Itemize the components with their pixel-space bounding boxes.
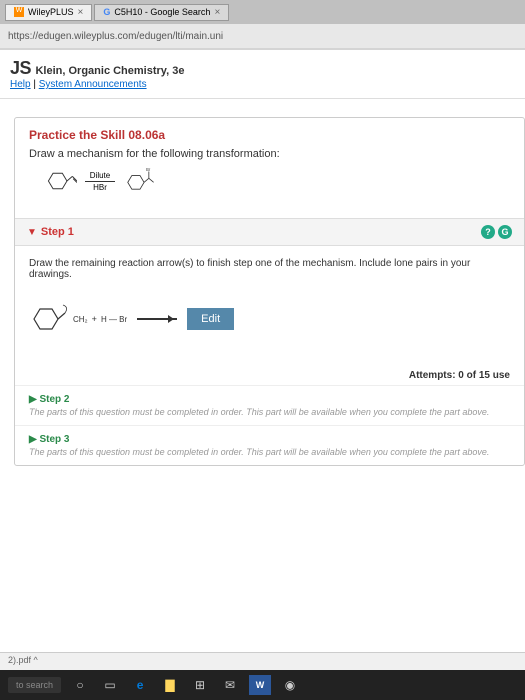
step2-text: The parts of this question must be compl… bbox=[29, 407, 510, 417]
attempts-counter: Attempts: 0 of 15 use bbox=[15, 366, 524, 385]
mechanism-structure: CH₂ + H — Br bbox=[29, 302, 127, 336]
mechanism-area: CH₂ + H — Br Edit bbox=[29, 294, 510, 354]
tab-wileyplus[interactable]: W WileyPLUS × bbox=[5, 4, 92, 21]
edit-button[interactable]: Edit bbox=[187, 308, 234, 330]
tab-favicon: G bbox=[103, 7, 110, 17]
step1-bar[interactable]: ▼Step 1 ? G bbox=[15, 218, 524, 246]
cortana-icon[interactable]: ○ bbox=[69, 675, 91, 695]
triangle-right-icon: ▶ bbox=[29, 434, 39, 445]
tab-favicon: W bbox=[14, 7, 24, 17]
reaction-arrow-icon bbox=[137, 318, 177, 320]
step1-instruction: Draw the remaining reaction arrow(s) to … bbox=[29, 258, 510, 280]
g-icon[interactable]: G bbox=[498, 225, 512, 239]
step3-label[interactable]: ▶ Step 3 bbox=[29, 434, 510, 445]
content-wrap: Practice the Skill 08.06a Draw a mechani… bbox=[0, 99, 525, 466]
announcements-link[interactable]: System Announcements bbox=[39, 79, 147, 90]
step2-section: ▶ Step 2 The parts of this question must… bbox=[15, 385, 524, 425]
folder-icon[interactable]: ▇ bbox=[159, 675, 181, 695]
tab-label: C5H10 - Google Search bbox=[114, 7, 210, 17]
taskview-icon[interactable]: ▭ bbox=[99, 675, 121, 695]
product-structure: Br bbox=[123, 166, 157, 196]
practice-title: Practice the Skill 08.06a bbox=[29, 128, 510, 142]
svg-text:Br: Br bbox=[146, 167, 151, 172]
logo: JS bbox=[10, 58, 31, 78]
reactant-structure bbox=[43, 166, 77, 196]
step2-label[interactable]: ▶ Step 2 bbox=[29, 394, 510, 405]
close-icon[interactable]: × bbox=[214, 7, 220, 18]
url-text: https://edugen.wileyplus.com/edugen/lti/… bbox=[8, 31, 223, 42]
practice-header: Practice the Skill 08.06a Draw a mechani… bbox=[15, 118, 524, 218]
practice-subtitle: Draw a mechanism for the following trans… bbox=[29, 148, 510, 160]
step3-text: The parts of this question must be compl… bbox=[29, 447, 510, 457]
triangle-right-icon: ▶ bbox=[29, 394, 39, 405]
reaction-scheme: Dilute HBr Br bbox=[29, 160, 510, 208]
step1-body: Draw the remaining reaction arrow(s) to … bbox=[15, 246, 524, 366]
step1-badges: ? G bbox=[481, 225, 512, 239]
header-links: Help | System Announcements bbox=[10, 79, 515, 90]
help-link[interactable]: Help bbox=[10, 79, 31, 90]
page-content: JS Klein, Organic Chemistry, 3e Help | S… bbox=[0, 50, 525, 670]
search-input[interactable]: to search bbox=[8, 677, 61, 693]
download-bar[interactable]: 2).pdf ^ bbox=[0, 652, 525, 670]
question-card: Practice the Skill 08.06a Draw a mechani… bbox=[14, 117, 525, 466]
close-icon[interactable]: × bbox=[78, 7, 84, 18]
taskbar: to search ○ ▭ e ▇ ⊞ ✉ W ◉ bbox=[0, 670, 525, 700]
address-bar[interactable]: https://edugen.wileyplus.com/edugen/lti/… bbox=[0, 24, 525, 48]
store-icon[interactable]: ⊞ bbox=[189, 675, 211, 695]
step3-section: ▶ Step 3 The parts of this question must… bbox=[15, 425, 524, 465]
help-icon[interactable]: ? bbox=[481, 225, 495, 239]
pdf-filename: 2).pdf ^ bbox=[8, 655, 38, 665]
word-icon[interactable]: W bbox=[249, 675, 271, 695]
course-title: Klein, Organic Chemistry, 3e bbox=[35, 65, 184, 77]
page-header: JS Klein, Organic Chemistry, 3e Help | S… bbox=[0, 50, 525, 99]
browser-chrome: W WileyPLUS × G C5H10 - Google Search × … bbox=[0, 0, 525, 50]
tab-bar: W WileyPLUS × G C5H10 - Google Search × bbox=[0, 0, 525, 24]
step1-label: ▼Step 1 bbox=[27, 226, 74, 238]
mail-icon[interactable]: ✉ bbox=[219, 675, 241, 695]
tab-label: WileyPLUS bbox=[28, 7, 74, 17]
chrome-icon[interactable]: ◉ bbox=[279, 675, 301, 695]
tab-google[interactable]: G C5H10 - Google Search × bbox=[94, 4, 229, 21]
triangle-down-icon: ▼ bbox=[27, 227, 37, 238]
edge-icon[interactable]: e bbox=[129, 675, 151, 695]
reagent-label: Dilute HBr bbox=[85, 171, 115, 192]
